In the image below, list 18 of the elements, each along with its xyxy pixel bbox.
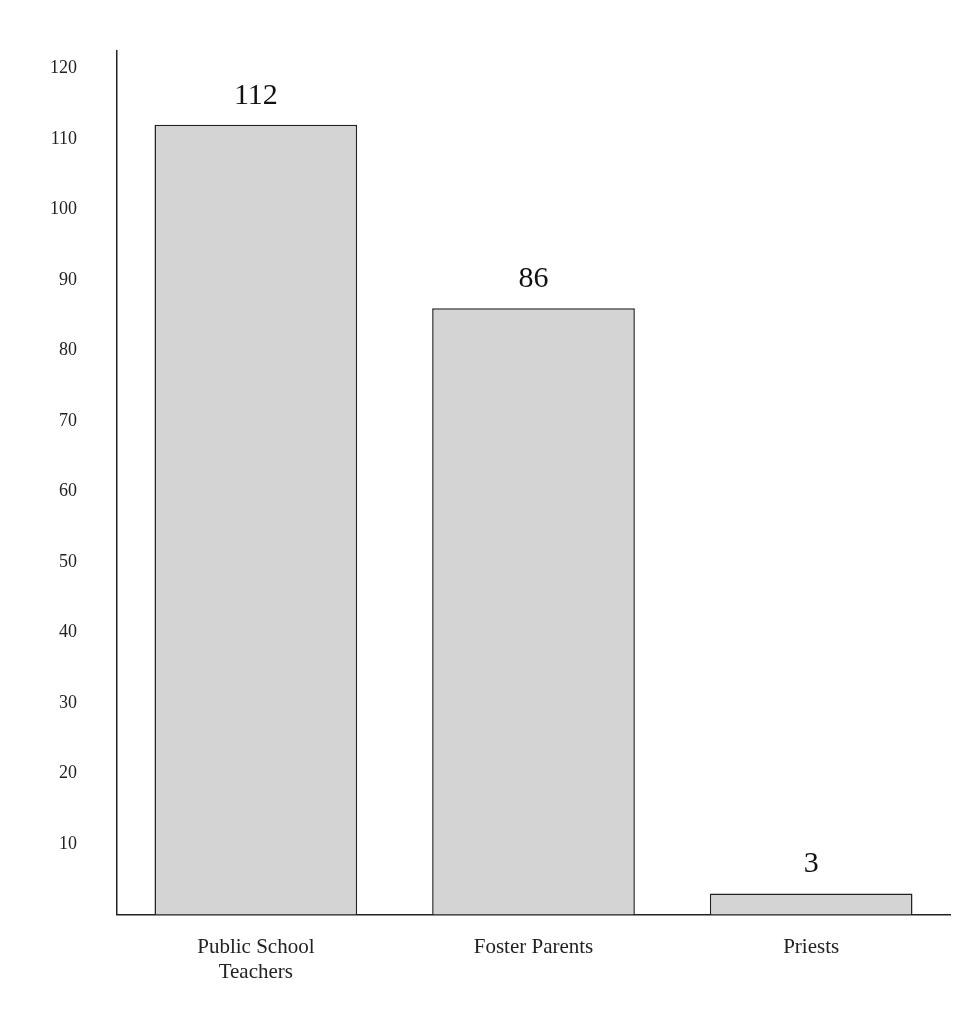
y-tick-label: 10 bbox=[59, 832, 77, 853]
y-tick-label: 70 bbox=[59, 409, 77, 430]
y-tick-label: 20 bbox=[59, 762, 77, 783]
y-tick-label: 120 bbox=[50, 57, 77, 78]
x-tick-label: Foster Parents bbox=[473, 933, 594, 958]
data-label: 86 bbox=[518, 260, 549, 294]
y-tick-label: 40 bbox=[59, 621, 77, 642]
data-label: 112 bbox=[233, 76, 278, 110]
x-tick-label: Priests bbox=[783, 933, 840, 958]
y-tick-label: 100 bbox=[50, 198, 77, 219]
y-tick-label: 50 bbox=[59, 550, 77, 571]
x-tick-label: Public School Teachers bbox=[197, 933, 315, 983]
y-tick-label: 90 bbox=[59, 268, 77, 289]
data-label: 3 bbox=[803, 845, 819, 879]
y-tick-label: 80 bbox=[59, 339, 77, 360]
y-tick-label: 60 bbox=[59, 480, 77, 501]
y-tick-label: 110 bbox=[50, 127, 77, 148]
y-tick-label: 30 bbox=[59, 691, 77, 712]
